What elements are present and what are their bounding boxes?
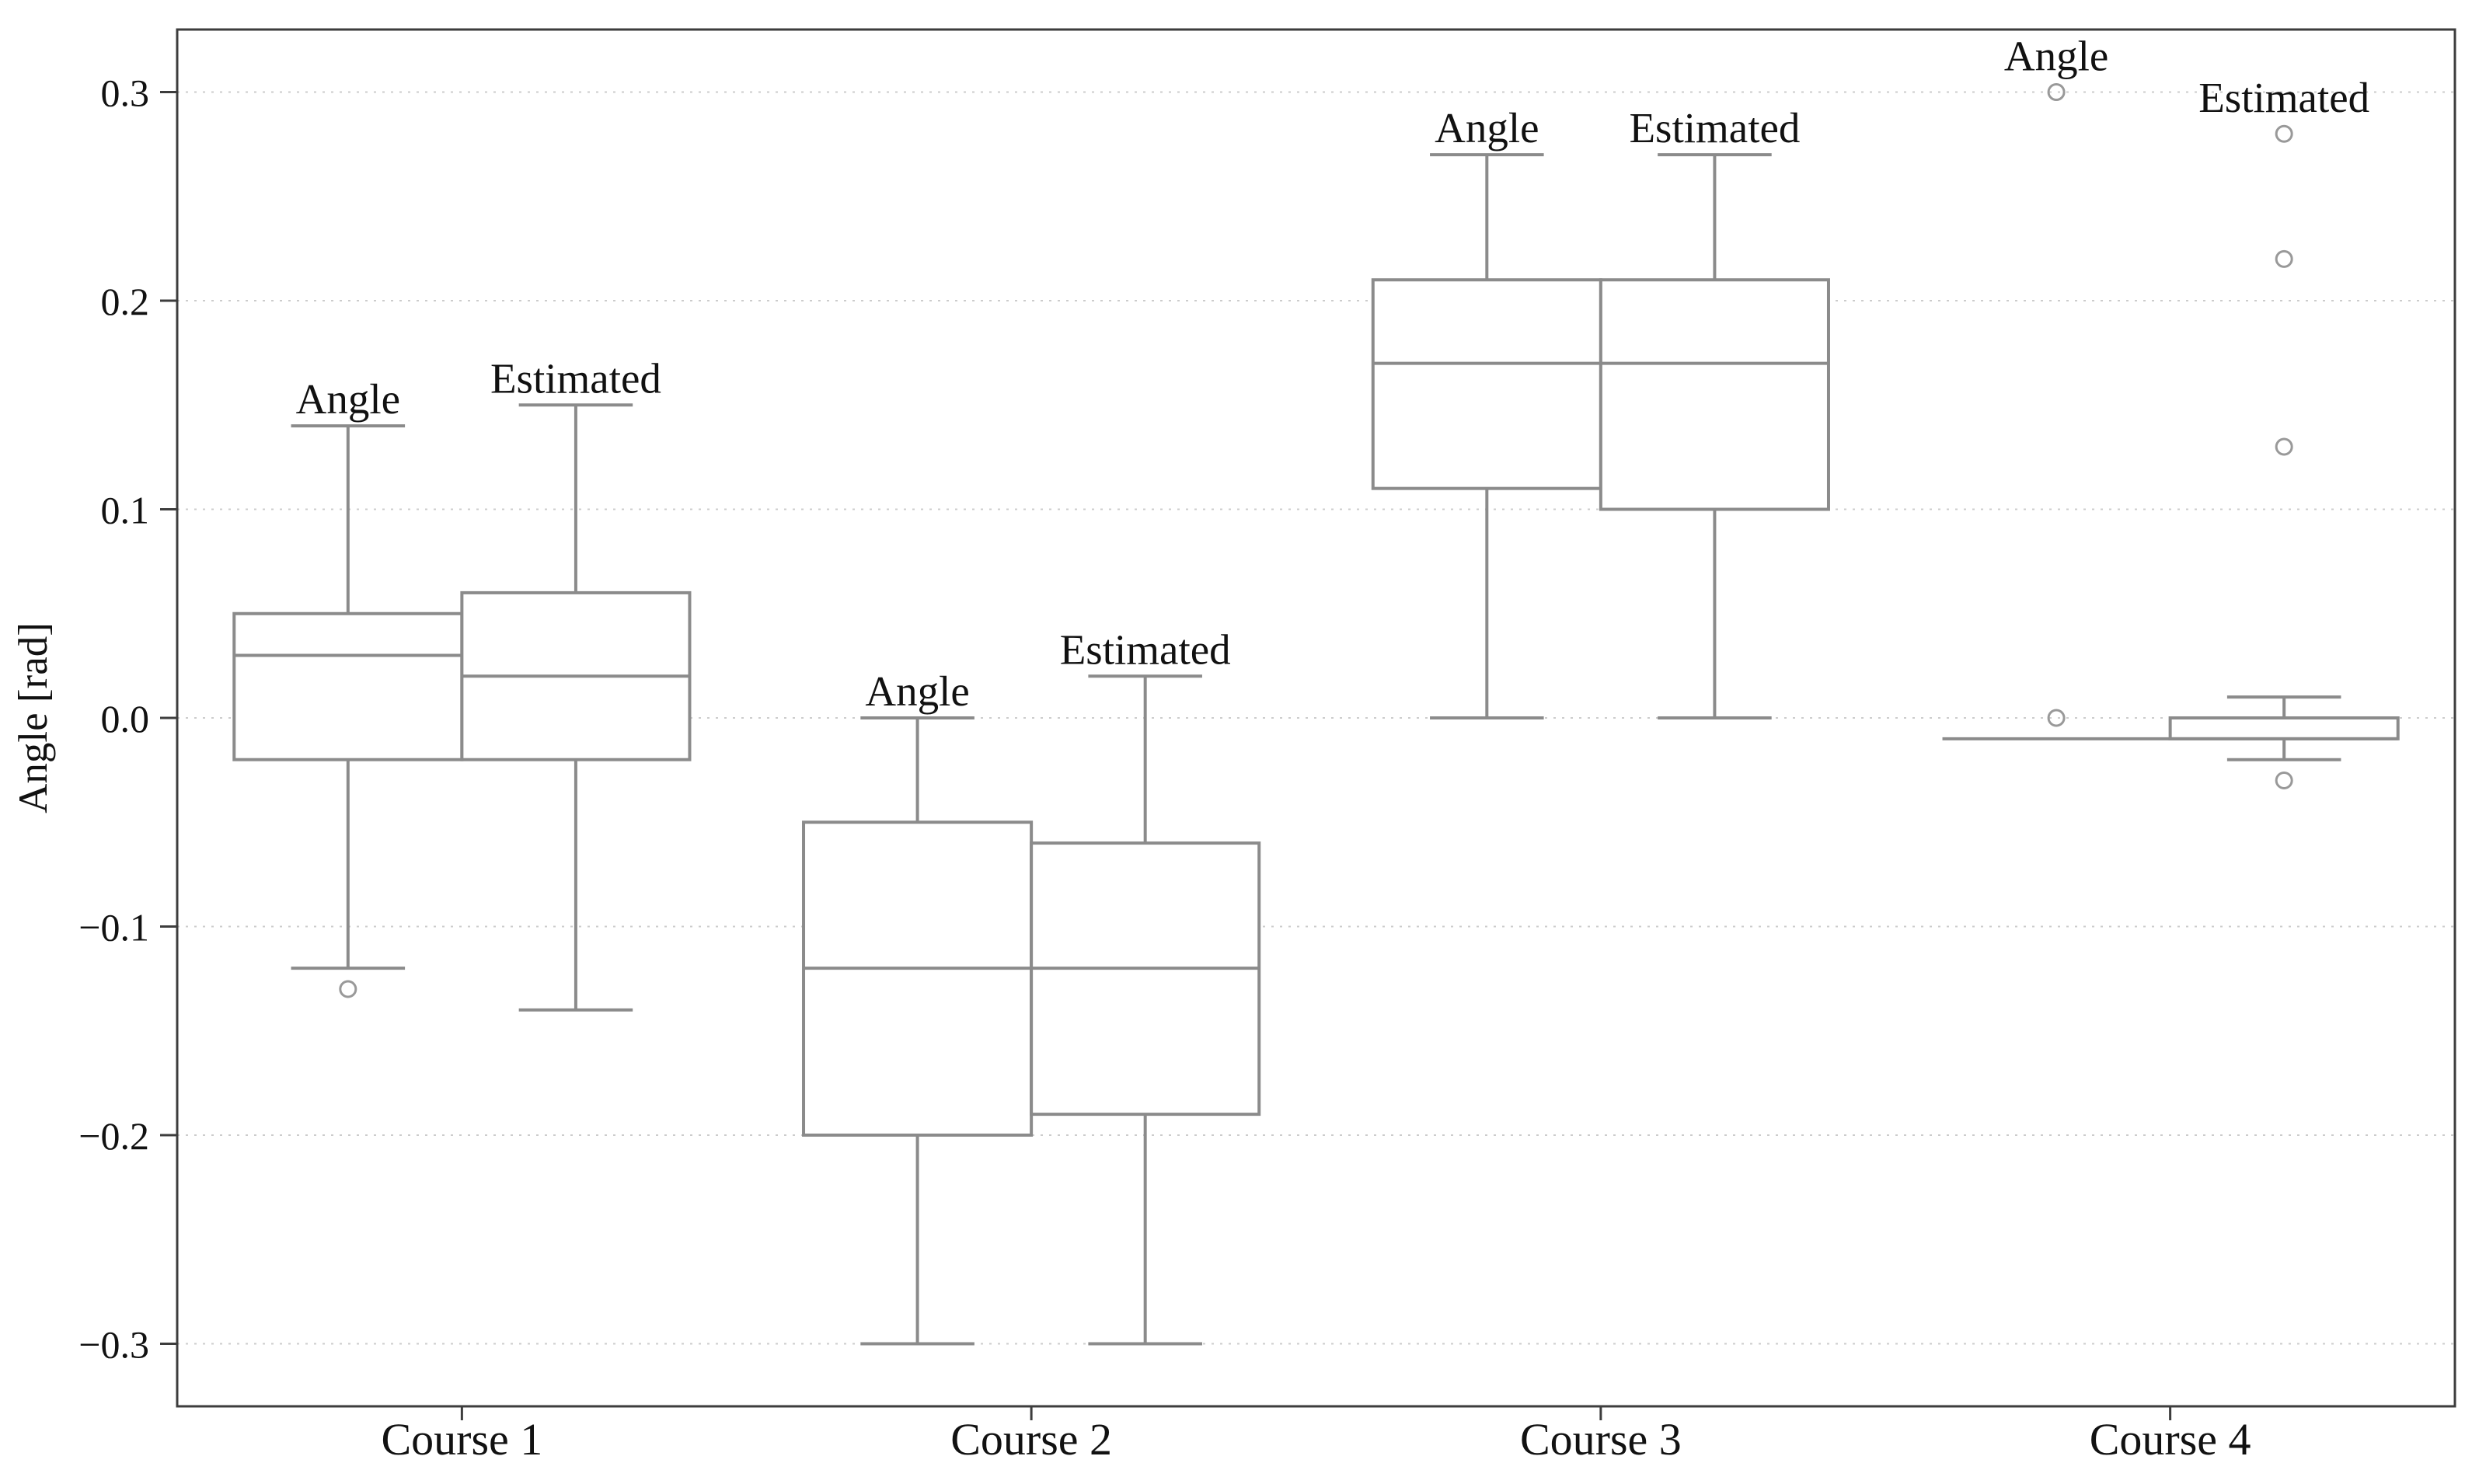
y-axis-label: Angle [rad] bbox=[11, 622, 56, 813]
series-annotation: Estimated bbox=[2198, 74, 2369, 121]
boxplot-angle-course-3: Angle bbox=[1371, 104, 1602, 719]
boxplot-estimated-course-4: Estimated bbox=[2168, 74, 2400, 790]
boxplot-angle-course-4: Angle bbox=[1942, 33, 2170, 740]
boxplot-estimated-course-3: Estimated bbox=[1599, 104, 1830, 719]
boxplot-angle-course-1: Angle bbox=[232, 375, 464, 998]
boxplot-estimated-course-1: Estimated bbox=[460, 354, 692, 1012]
x-tick-label-course-3: Course 3 bbox=[1520, 1414, 1682, 1465]
x-tick-label-course-1: Course 1 bbox=[381, 1414, 542, 1465]
box bbox=[1371, 278, 1602, 490]
series-annotation: Estimated bbox=[1060, 625, 1231, 673]
y-tick-label: 0.3 bbox=[101, 71, 150, 115]
series-annotation: Angle bbox=[1435, 104, 1539, 152]
x-tick-label-course-4: Course 4 bbox=[2090, 1414, 2251, 1465]
outlier-point bbox=[2275, 437, 2293, 456]
y-tick-label: 0.0 bbox=[101, 697, 150, 740]
box bbox=[2168, 716, 2400, 740]
series-annotation: Angle bbox=[865, 667, 969, 715]
boxplot-estimated-course-2: Estimated bbox=[1030, 625, 1261, 1346]
box bbox=[1599, 278, 1830, 511]
outlier-point bbox=[2275, 772, 2293, 790]
y-tick-label: 0.2 bbox=[101, 280, 150, 323]
box bbox=[802, 820, 1034, 1137]
y-tick-label: 0.1 bbox=[101, 489, 150, 532]
y-tick-label: −0.1 bbox=[78, 905, 149, 949]
boxplot-angle-course-2: Angle bbox=[802, 667, 1034, 1346]
series-annotation: Estimated bbox=[490, 354, 661, 402]
series-annotation: Angle bbox=[2004, 33, 2108, 80]
y-tick-label: −0.3 bbox=[78, 1322, 149, 1366]
series-annotation: Estimated bbox=[1629, 104, 1800, 152]
outlier-point bbox=[2275, 249, 2293, 268]
series-annotation: Angle bbox=[296, 375, 400, 423]
plot-frame bbox=[176, 28, 2456, 1408]
x-tick-label-course-2: Course 2 bbox=[950, 1414, 1112, 1465]
outlier-point bbox=[2275, 124, 2293, 143]
box bbox=[1030, 841, 1261, 1116]
y-tick-label: −0.2 bbox=[78, 1114, 149, 1158]
outlier-point bbox=[2047, 83, 2066, 102]
outlier-point bbox=[339, 980, 357, 998]
outlier-point bbox=[2047, 709, 2066, 727]
box bbox=[232, 611, 464, 761]
